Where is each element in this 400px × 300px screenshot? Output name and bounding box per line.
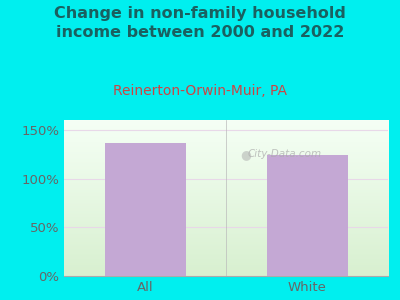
Text: City-Data.com: City-Data.com <box>247 149 321 159</box>
Bar <box>266 155 348 276</box>
Text: ●: ● <box>240 148 251 161</box>
Text: Change in non-family household
income between 2000 and 2022: Change in non-family household income be… <box>54 6 346 40</box>
Bar <box>104 143 186 276</box>
Text: Reinerton-Orwin-Muir, PA: Reinerton-Orwin-Muir, PA <box>113 84 287 98</box>
